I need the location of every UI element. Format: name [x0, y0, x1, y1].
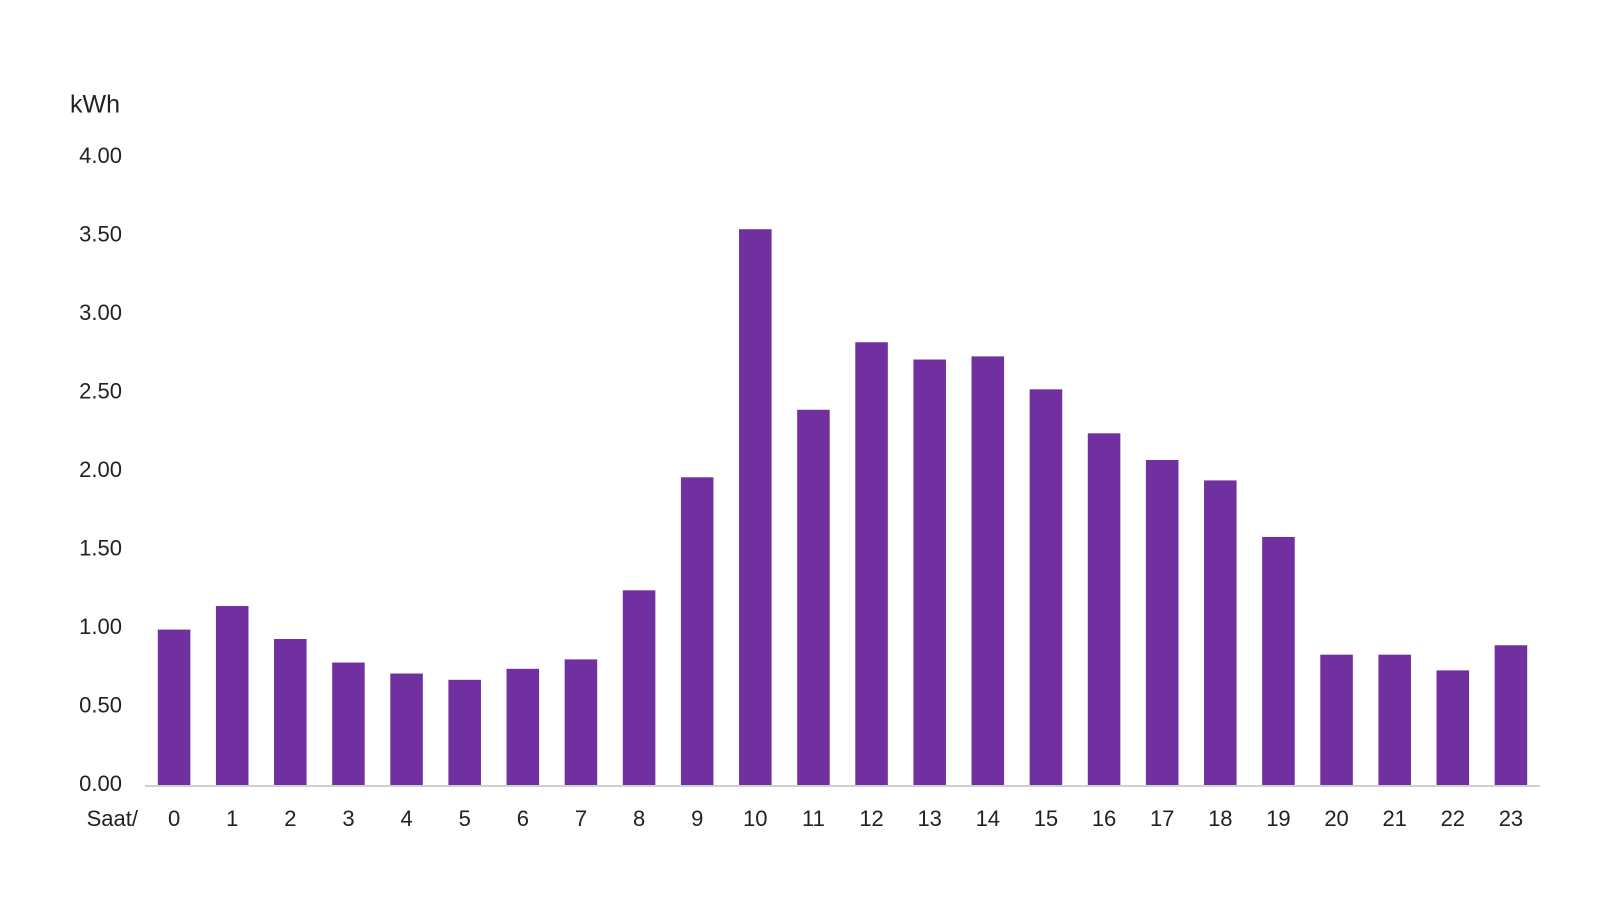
- x-tick-label: 6: [517, 806, 529, 831]
- y-axis-label: kWh: [70, 91, 120, 119]
- bar: [1262, 536, 1295, 785]
- bar: [622, 590, 656, 785]
- bar: [1204, 480, 1237, 785]
- x-tick-label: 19: [1266, 806, 1290, 831]
- bar: [1320, 654, 1353, 785]
- x-tick-label: 16: [1092, 806, 1116, 831]
- y-tick-label: 2.50: [79, 378, 122, 403]
- x-tick-label: 5: [459, 806, 471, 831]
- y-tick-label: 2.00: [79, 457, 122, 482]
- x-tick-label: 18: [1208, 806, 1232, 831]
- bar: [739, 229, 772, 786]
- bar: [797, 409, 830, 785]
- y-tick-label: 0.50: [79, 692, 122, 717]
- x-tick-label: 20: [1324, 806, 1348, 831]
- bar: [506, 668, 540, 785]
- bar: [1378, 654, 1411, 785]
- bar: [1029, 389, 1063, 785]
- x-tick-label: 13: [917, 806, 941, 831]
- x-tick-label: 22: [1441, 806, 1465, 831]
- bar: [448, 679, 481, 785]
- bar: [1436, 670, 1470, 785]
- y-tick-label: 3.50: [79, 221, 122, 246]
- x-tick-label: 21: [1382, 806, 1406, 831]
- x-tick-label: 14: [976, 806, 1000, 831]
- x-tick-label: 3: [342, 806, 354, 831]
- x-tick-label: 8: [633, 806, 645, 831]
- x-tick-label: 23: [1499, 806, 1523, 831]
- bar: [564, 659, 598, 785]
- x-tick-label: 0: [168, 806, 180, 831]
- x-tick-label: 10: [743, 806, 767, 831]
- x-tick-label: 7: [575, 806, 587, 831]
- bar: [1494, 645, 1528, 785]
- x-tick-label: 17: [1150, 806, 1174, 831]
- x-tick-label: 11: [802, 806, 825, 831]
- x-tick-label: 12: [859, 806, 883, 831]
- bar: [215, 606, 249, 785]
- x-tick-label: 1: [226, 806, 238, 831]
- bar: [1145, 460, 1179, 785]
- y-tick-label: 0.00: [79, 771, 122, 796]
- x-tick-label: 4: [400, 806, 412, 831]
- y-tick-label: 3.00: [79, 300, 122, 325]
- y-tick-label: 4.00: [79, 143, 122, 168]
- x-tick-label: 9: [691, 806, 703, 831]
- bar: [332, 662, 365, 785]
- y-tick-label: 1.00: [79, 614, 122, 639]
- bar: [390, 673, 423, 785]
- bar: [1087, 433, 1121, 785]
- bar: [274, 638, 307, 785]
- y-tick-label: 1.50: [79, 535, 122, 560]
- x-tick-label: 2: [284, 806, 296, 831]
- bar: [971, 356, 1005, 785]
- bar: [855, 342, 888, 785]
- bar: [913, 359, 946, 785]
- bar: [157, 629, 191, 785]
- x-axis-label: Saat/: [87, 806, 139, 831]
- x-tick-label: 15: [1034, 806, 1058, 831]
- bar: [680, 477, 714, 785]
